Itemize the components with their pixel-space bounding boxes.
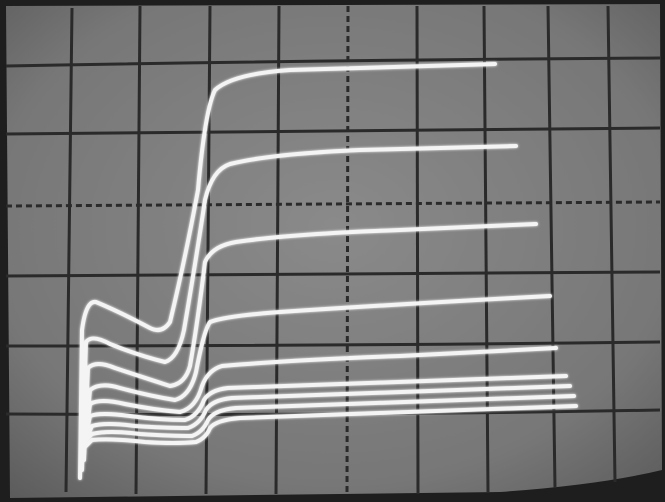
trace-curve — [82, 384, 572, 446]
trace-curve — [82, 374, 568, 448]
grid-line-v — [345, 5, 350, 495]
grid-line-v — [134, 5, 142, 495]
grid-line-h — [5, 56, 661, 68]
trace-curve — [82, 404, 578, 450]
grid-line-h — [5, 126, 661, 136]
grid-line-v — [274, 5, 281, 495]
grid-line-h — [5, 270, 661, 278]
trace-curve — [82, 222, 538, 462]
trace-group — [78, 62, 578, 480]
trace-curve — [78, 62, 497, 480]
grid-line-v — [64, 7, 74, 493]
trace-curve — [82, 394, 576, 444]
grid-line-v — [415, 5, 420, 495]
grid-line-h — [5, 200, 661, 208]
grid-line-h — [5, 340, 661, 348]
trace-curve — [82, 346, 558, 452]
trace-curve — [80, 144, 518, 472]
grid-line-v — [606, 5, 617, 483]
screen-face — [6, 4, 662, 498]
trace-curve — [82, 294, 552, 457]
